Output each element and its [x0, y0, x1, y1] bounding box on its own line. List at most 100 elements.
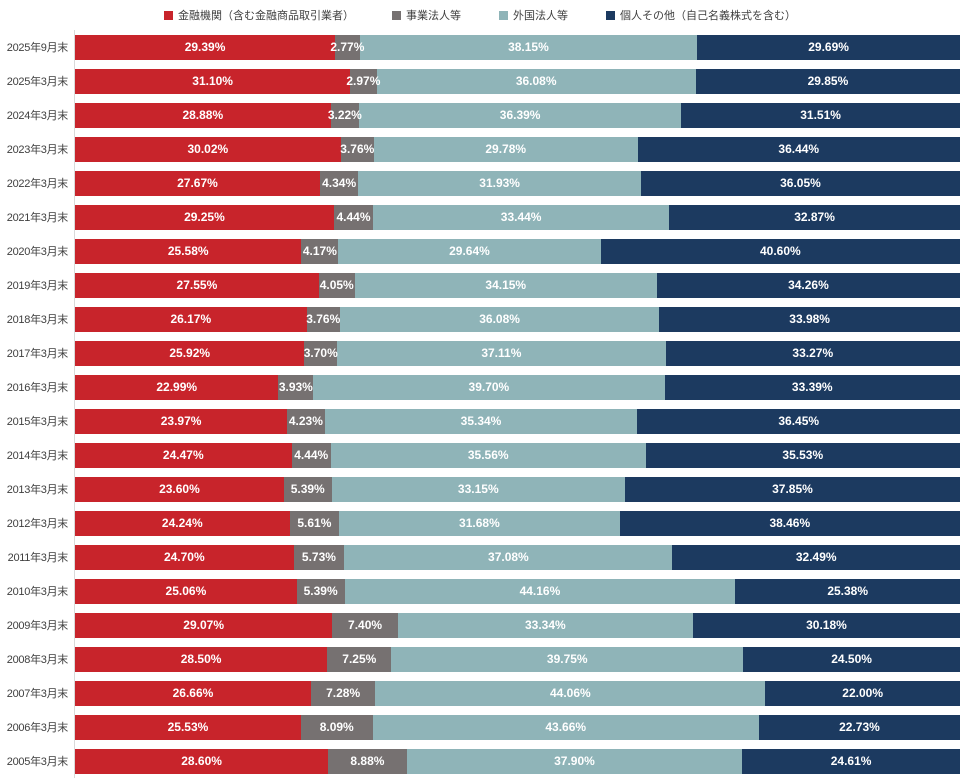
- bar-segment-business-corporations: 7.28%: [310, 680, 376, 706]
- bar-segment-business-corporations: 3.70%: [304, 340, 338, 366]
- stacked-bar: 31.10% 2.97% 36.08% 29.85%: [75, 68, 960, 94]
- bar-segment-business-corporations: 8.88%: [328, 748, 407, 774]
- bar-segment-financial-institutions: 29.39%: [75, 34, 336, 60]
- bar-segment-financial-institutions: 30.02%: [75, 136, 341, 162]
- bar-segment-business-corporations: 5.39%: [283, 476, 332, 502]
- chart-row: 2024年3月末 28.88% 3.22% 36.39% 31.51%: [0, 98, 960, 132]
- value-label: 44.06%: [549, 686, 591, 700]
- stacked-bar: 24.47% 4.44% 35.56% 35.53%: [75, 442, 960, 468]
- bar-segment-financial-institutions: 24.24%: [75, 510, 290, 536]
- bar-segment-financial-institutions: 24.47%: [75, 442, 292, 468]
- category-label: 2025年9月末: [6, 42, 69, 54]
- value-label: 33.39%: [791, 380, 833, 394]
- chart-row: 2016年3月末 22.99% 3.93% 39.70% 33.39%: [0, 370, 960, 404]
- category-label: 2008年3月末: [6, 654, 69, 666]
- value-label: 31.51%: [800, 108, 841, 122]
- bar-segment-individuals-and-other: 32.49%: [672, 544, 960, 570]
- value-label: 35.56%: [467, 448, 509, 462]
- bar-segment-business-corporations: 5.73%: [293, 544, 345, 570]
- value-label: 4.05%: [319, 278, 354, 292]
- bar-segment-individuals-and-other: 33.27%: [665, 340, 960, 366]
- stacked-bar: 26.66% 7.28% 44.06% 22.00%: [75, 680, 960, 706]
- stacked-bar: 29.07% 7.40% 33.34% 30.18%: [75, 612, 960, 638]
- legend-color-chip: [499, 10, 508, 20]
- value-label: 29.39%: [184, 40, 226, 54]
- value-label: 4.34%: [322, 176, 357, 190]
- bar-segment-business-corporations: 4.44%: [333, 204, 374, 230]
- value-label: 30.02%: [187, 142, 229, 156]
- bar-segment-business-corporations: 4.44%: [291, 442, 331, 468]
- category-label: 2022年3月末: [6, 178, 69, 190]
- bar-segment-business-corporations: 7.40%: [332, 612, 398, 638]
- bar-segment-foreign-corporations: 35.56%: [330, 442, 646, 468]
- value-label: 3.93%: [278, 380, 313, 394]
- value-label: 5.73%: [301, 550, 336, 564]
- chart-row: 2017年3月末 25.92% 3.70% 37.11% 33.27%: [0, 336, 960, 370]
- value-label: 30.18%: [806, 618, 847, 632]
- legend-item-financial-institutions: 金融機関（含む金融商品取引業者）: [164, 7, 354, 23]
- category-label: 2023年3月末: [6, 144, 69, 156]
- stacked-bar: 28.88% 3.22% 36.39% 31.51%: [75, 102, 960, 128]
- stacked-bar: 29.39% 2.77% 38.15% 29.69%: [75, 34, 960, 60]
- bar-segment-foreign-corporations: 33.44%: [373, 204, 670, 230]
- bar-segment-financial-institutions: 22.99%: [75, 374, 279, 400]
- value-label: 31.10%: [192, 74, 233, 88]
- category-label: 2017年3月末: [6, 348, 69, 360]
- bar-segment-foreign-corporations: 37.11%: [337, 340, 666, 366]
- bar-segment-financial-institutions: 29.25%: [75, 204, 334, 230]
- bar-segment-business-corporations: 4.23%: [287, 408, 325, 434]
- bar-segment-business-corporations: 4.34%: [319, 170, 359, 196]
- bar-segment-business-corporations: 2.97%: [346, 68, 380, 94]
- value-label: 31.93%: [479, 176, 520, 190]
- value-label: 8.88%: [350, 754, 385, 768]
- value-label: 4.44%: [294, 448, 329, 462]
- category-label: 2021年3月末: [6, 212, 69, 224]
- value-label: 25.58%: [167, 244, 209, 258]
- value-label: 24.70%: [163, 550, 205, 564]
- bar-segment-individuals-and-other: 40.60%: [600, 238, 960, 264]
- category-label: 2013年3月末: [6, 484, 69, 496]
- bar-segment-financial-institutions: 24.70%: [75, 544, 294, 570]
- bar-segment-financial-institutions: 31.10%: [75, 68, 351, 94]
- bar-segment-foreign-corporations: 35.34%: [324, 408, 638, 434]
- value-label: 4.17%: [302, 244, 337, 258]
- stacked-bar-chart: 2025年9月末 29.39% 2.77% 38.15% 29.69% 2025年3月末 3…: [0, 30, 960, 778]
- bar-segment-business-corporations: 4.17%: [301, 238, 339, 264]
- bar-segment-foreign-corporations: 33.15%: [331, 476, 625, 502]
- bar-segment-individuals-and-other: 36.45%: [637, 408, 960, 434]
- bar-segment-financial-institutions: 23.97%: [75, 408, 288, 434]
- chart-row: 2006年3月末 25.53% 8.09% 43.66% 22.73%: [0, 710, 960, 744]
- stacked-bar: 28.50% 7.25% 39.75% 24.50%: [75, 646, 960, 672]
- stacked-bar: 29.25% 4.44% 33.44% 32.87%: [75, 204, 960, 230]
- value-label: 44.16%: [519, 584, 561, 598]
- category-label: 2024年3月末: [6, 110, 69, 122]
- legend-label: 事業法人等: [406, 10, 461, 22]
- value-label: 39.75%: [546, 652, 588, 666]
- value-label: 7.40%: [348, 618, 383, 632]
- value-label: 33.98%: [789, 312, 830, 326]
- value-label: 32.49%: [795, 550, 837, 564]
- value-label: 34.26%: [788, 278, 829, 292]
- stacked-bar: 30.02% 3.76% 29.78% 36.44%: [75, 136, 960, 162]
- value-label: 36.08%: [479, 312, 520, 326]
- category-label: 2025年3月末: [6, 76, 69, 88]
- stacked-bar: 27.67% 4.34% 31.93% 36.05%: [75, 170, 960, 196]
- stacked-bar: 26.17% 3.76% 36.08% 33.98%: [75, 306, 960, 332]
- bar-segment-foreign-corporations: 29.64%: [338, 238, 601, 264]
- value-label: 27.67%: [177, 176, 218, 190]
- stacked-bar: 25.58% 4.17% 29.64% 40.60%: [75, 238, 960, 264]
- bar-segment-business-corporations: 3.76%: [340, 136, 374, 162]
- bar-segment-individuals-and-other: 36.44%: [637, 136, 960, 162]
- stacked-bar: 25.92% 3.70% 37.11% 33.27%: [75, 340, 960, 366]
- legend-color-chip: [392, 10, 401, 20]
- value-label: 39.70%: [468, 380, 510, 394]
- bar-segment-business-corporations: 3.93%: [278, 374, 314, 400]
- value-label: 36.05%: [780, 176, 821, 190]
- bar-segment-financial-institutions: 29.07%: [75, 612, 333, 638]
- bar-segment-individuals-and-other: 29.85%: [695, 68, 960, 94]
- bar-segment-business-corporations: 8.09%: [300, 714, 373, 740]
- stacked-bar: 23.97% 4.23% 35.34% 36.45%: [75, 408, 960, 434]
- value-label: 36.39%: [499, 108, 541, 122]
- bar-segment-financial-institutions: 25.92%: [75, 340, 305, 366]
